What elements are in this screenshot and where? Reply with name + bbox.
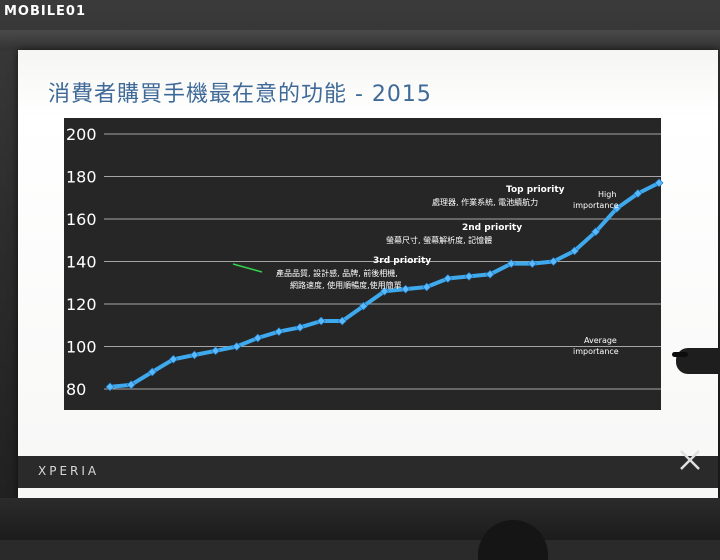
data-point-marker bbox=[190, 350, 199, 360]
data-point-marker bbox=[570, 246, 579, 256]
data-point-marker bbox=[126, 380, 136, 390]
plot-area bbox=[64, 118, 661, 410]
data-point-marker bbox=[253, 333, 263, 343]
data-point-marker bbox=[443, 274, 453, 283]
high-importance-line1: High bbox=[598, 190, 616, 199]
y-tick-label: 140 bbox=[66, 253, 97, 272]
data-point-marker bbox=[105, 382, 115, 392]
y-tick-label: 100 bbox=[66, 338, 97, 357]
y-tick-label: 180 bbox=[66, 168, 97, 187]
y-tick-label: 160 bbox=[66, 210, 97, 229]
data-point-marker bbox=[168, 354, 178, 364]
data-point-marker bbox=[612, 203, 622, 213]
green-pointer-mark bbox=[232, 263, 263, 273]
data-point-marker bbox=[337, 316, 347, 326]
data-point-marker bbox=[422, 282, 432, 292]
second-priority-line1: 螢幕尺寸, 螢幕解析度, 記憶體 bbox=[386, 235, 492, 245]
data-point-marker bbox=[591, 227, 601, 237]
data-point-marker bbox=[527, 259, 537, 269]
data-point-marker bbox=[232, 342, 242, 351]
data-point-marker bbox=[654, 178, 664, 188]
data-point-marker bbox=[548, 257, 558, 266]
data-point-marker bbox=[316, 316, 326, 326]
series-markers bbox=[105, 178, 664, 392]
line-chart: 80 100 120 140 160 180 200 3rd priority 產品品質, … bbox=[66, 125, 664, 399]
average-importance-line1: Average bbox=[584, 336, 617, 345]
top-priority-line1: 處理器, 作業系統, 電池續航力 bbox=[432, 197, 538, 207]
high-importance-line2: importance bbox=[573, 201, 619, 210]
ceiling bbox=[0, 30, 720, 50]
data-point-marker bbox=[485, 269, 495, 279]
slide-footer bbox=[18, 456, 718, 488]
third-priority-line1: 產品品質, 設計感, 品牌, 前後相機, bbox=[276, 268, 398, 278]
data-point-marker bbox=[464, 271, 474, 281]
audience-area bbox=[0, 498, 720, 540]
third-priority-heading: 3rd priority bbox=[373, 256, 431, 266]
data-point-marker bbox=[401, 284, 411, 294]
xperia-brand: XPERIA bbox=[38, 464, 100, 478]
slide-title: 消費者購買手機最在意的功能 - 2015 bbox=[48, 82, 432, 107]
data-point-marker bbox=[506, 259, 516, 269]
data-point-marker bbox=[380, 286, 389, 296]
laser-pointer bbox=[672, 352, 688, 357]
y-tick-label: 200 bbox=[66, 125, 97, 144]
data-point-marker bbox=[358, 301, 368, 311]
y-tick-label: 80 bbox=[66, 380, 86, 399]
data-point-marker bbox=[211, 346, 221, 356]
y-tick-labels: 80 100 120 140 160 180 200 bbox=[66, 125, 97, 399]
x-logo-icon bbox=[680, 450, 700, 470]
top-priority-heading: Top priority bbox=[506, 185, 565, 195]
chart-grid bbox=[104, 133, 661, 390]
third-priority-line2: 網路速度, 使用順暢度,使用簡單 bbox=[290, 280, 402, 290]
y-tick-label: 120 bbox=[66, 295, 97, 314]
data-point-marker bbox=[274, 327, 284, 337]
watermark: MOBILE01 bbox=[4, 4, 86, 19]
data-point-marker bbox=[147, 367, 157, 377]
data-point-marker bbox=[295, 322, 305, 332]
data-point-marker bbox=[633, 189, 643, 198]
second-priority-heading: 2nd priority bbox=[462, 223, 522, 233]
average-importance-line2: importance bbox=[573, 347, 619, 356]
